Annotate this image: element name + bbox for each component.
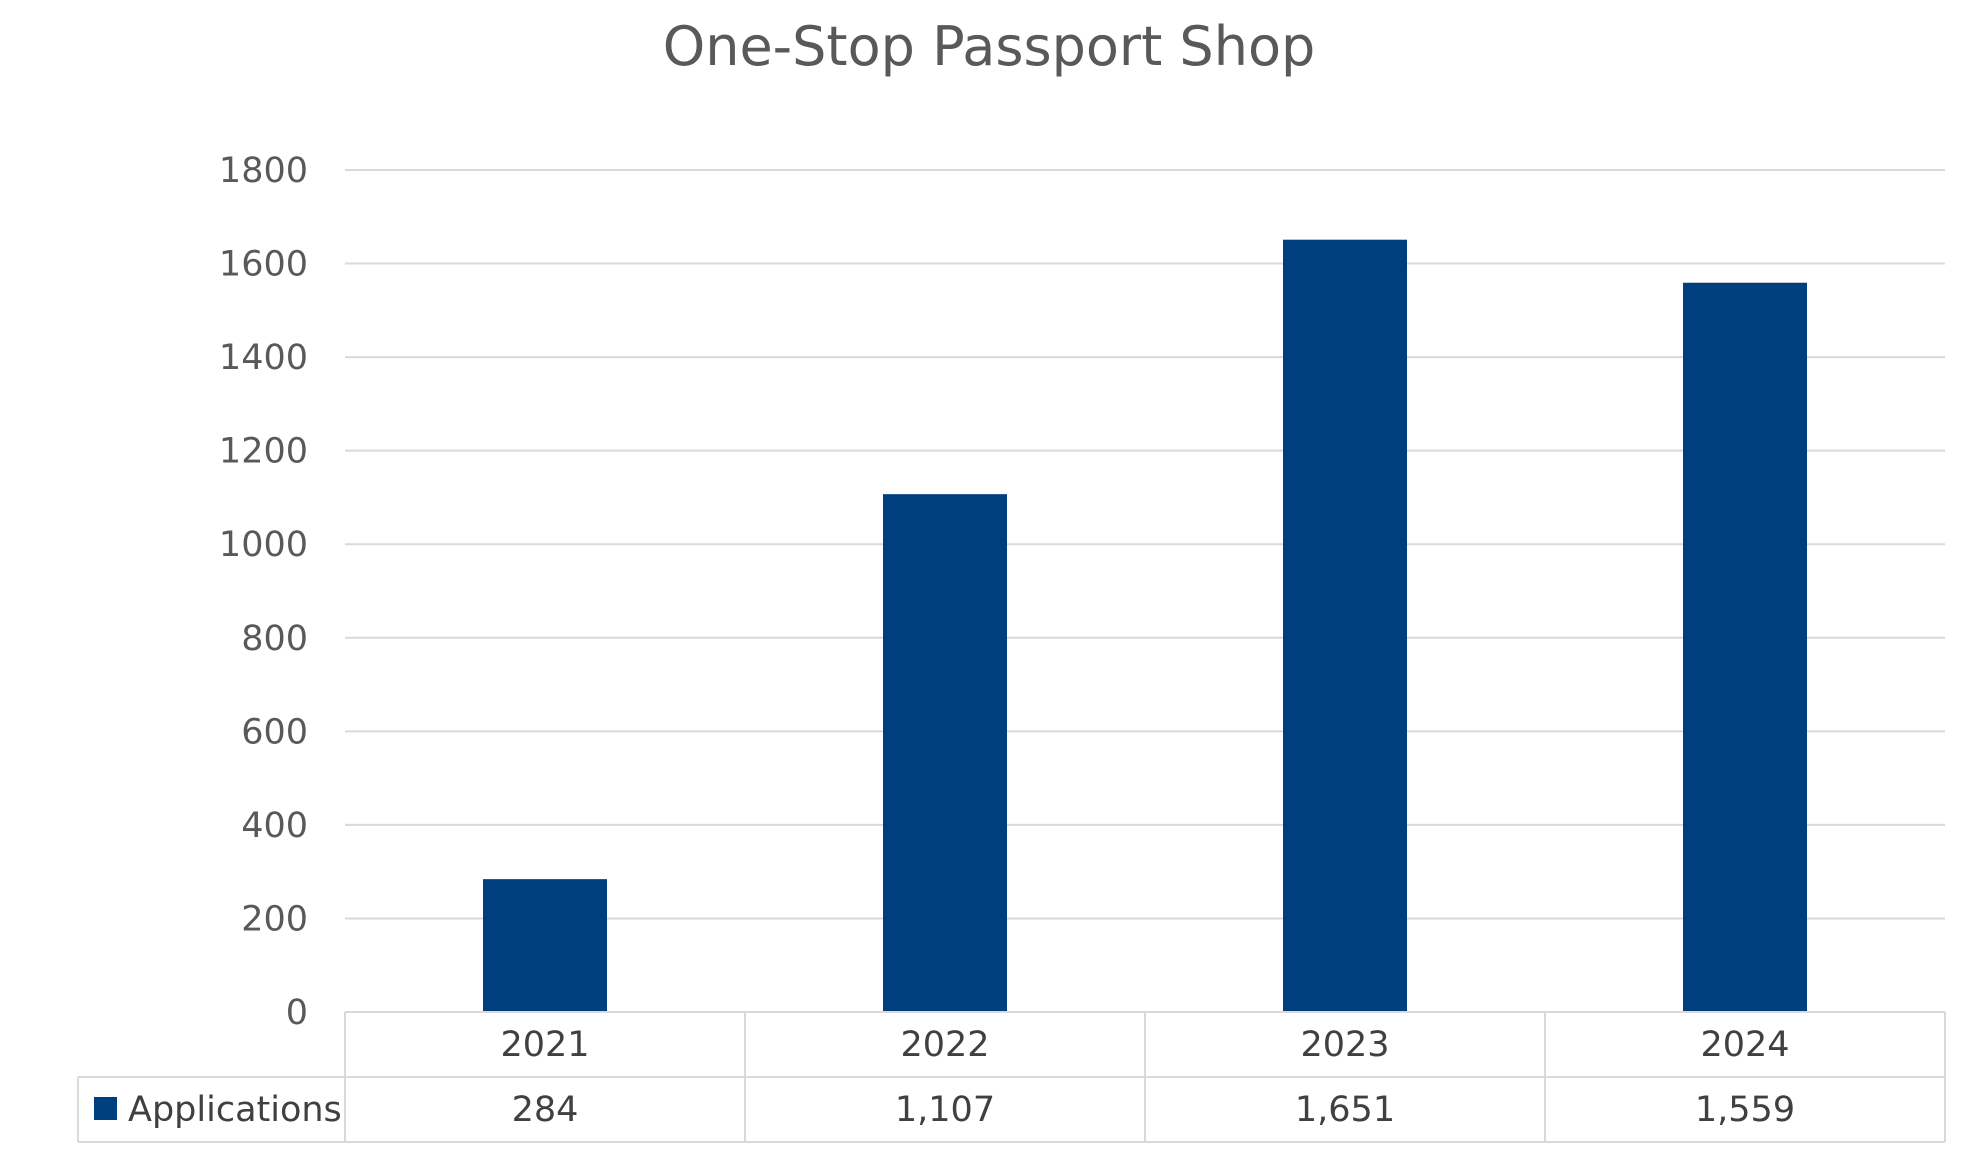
- y-tick-label: 600: [241, 712, 308, 752]
- bar-2021: [483, 879, 607, 1012]
- data-table-value: 1,651: [1295, 1090, 1395, 1130]
- x-category-label: 2022: [900, 1025, 989, 1065]
- data-table-value: 1,107: [895, 1090, 995, 1130]
- bars: [483, 239, 1807, 1013]
- x-category-label: 2024: [1700, 1025, 1789, 1065]
- bar-2022: [883, 494, 1007, 1012]
- y-tick-label: 1400: [219, 338, 308, 378]
- y-axis-tick-labels: 0 200 400 600 800 1000 1200 1400 1600 1800: [219, 151, 308, 1033]
- gridlines: [345, 169, 1945, 920]
- y-tick-label: 800: [241, 619, 308, 659]
- y-tick-label: 200: [241, 899, 308, 939]
- y-tick-label: 400: [241, 806, 308, 846]
- legend-label: Applications: [128, 1090, 342, 1130]
- data-table: 2021 284 2022 1,107 2023 1,651 2024 1,559 Applic…: [77, 1011, 1946, 1143]
- data-table-value: 284: [512, 1090, 579, 1130]
- y-tick-label: 1200: [219, 432, 308, 472]
- legend-swatch: [94, 1097, 117, 1120]
- data-table-value: 1,559: [1695, 1090, 1795, 1130]
- bar-2023: [1283, 239, 1407, 1013]
- x-category-label: 2021: [500, 1025, 589, 1065]
- y-tick-label: 1000: [219, 525, 308, 565]
- x-category-label: 2023: [1300, 1025, 1389, 1065]
- bar-2024: [1683, 282, 1807, 1012]
- y-tick-label: 1600: [219, 245, 308, 285]
- y-tick-label: 1800: [219, 151, 308, 191]
- y-tick-label: 0: [286, 993, 308, 1033]
- chart-title: One-Stop Passport Shop: [663, 15, 1316, 78]
